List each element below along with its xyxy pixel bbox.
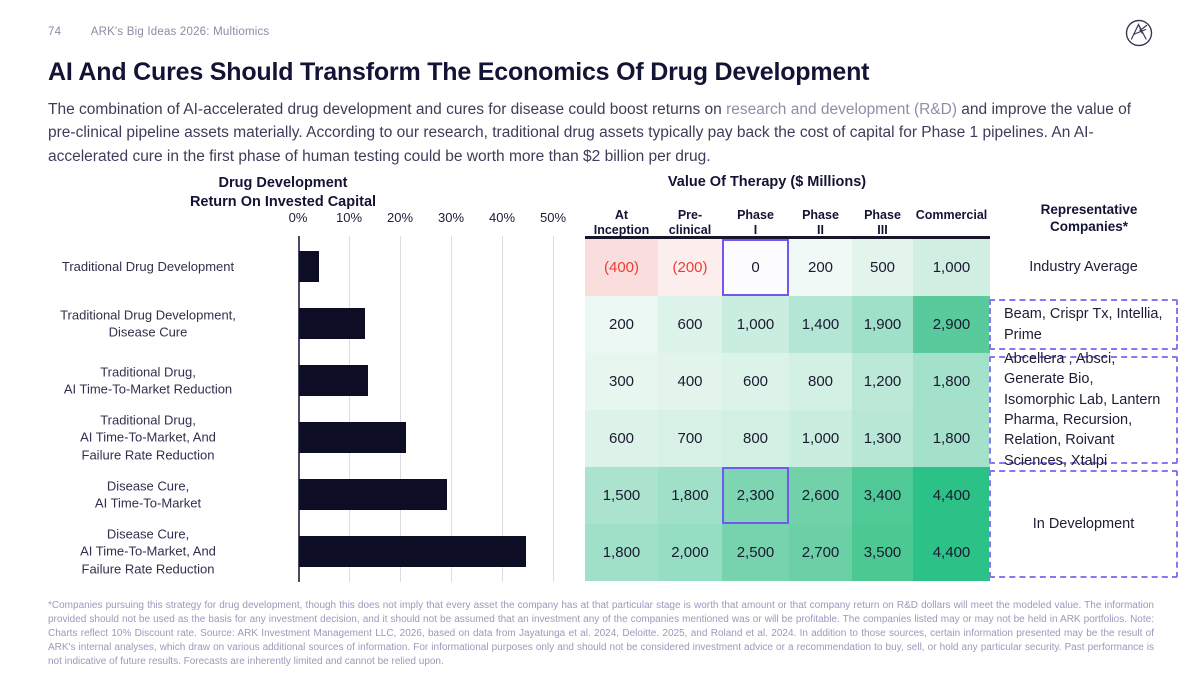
- axis-tick: 0%: [288, 210, 308, 225]
- bar-label: Traditional Drug Development: [61, 258, 235, 274]
- gridline: [502, 236, 503, 582]
- value-cell: 1,800: [913, 410, 990, 467]
- value-cell: (400): [585, 239, 658, 296]
- value-cell: 1,400: [789, 296, 852, 353]
- page-number: 74: [48, 26, 62, 38]
- deck-title: ARK's Big Ideas 2026: Multiomics: [90, 26, 270, 38]
- value-cell: 800: [722, 410, 789, 467]
- disclaimer: *Companies pursuing this strategy for dr…: [48, 600, 1154, 667]
- value-cell: 300: [585, 353, 658, 410]
- value-cell: 4,400: [913, 467, 990, 524]
- value-cell: 3,400: [852, 467, 913, 524]
- header-rule: [585, 236, 990, 239]
- subtitle-text-post: and improve the value of pre-clinical pi…: [48, 101, 1132, 165]
- column-header: Phase III: [864, 208, 901, 237]
- value-cell: 1,800: [913, 353, 990, 410]
- value-cell: 600: [722, 353, 789, 410]
- gridline: [451, 236, 452, 582]
- value-cell: 2,000: [658, 524, 722, 581]
- value-cell: 1,200: [852, 353, 913, 410]
- gridline: [553, 236, 554, 582]
- column-header: At Inception: [593, 208, 650, 237]
- value-cell: 2,500: [722, 524, 789, 581]
- value-cell: 0: [722, 239, 789, 296]
- breadcrumb: 74 ARK's Big Ideas 2026: Multiomics: [48, 26, 269, 38]
- axis-tick: 50%: [539, 210, 567, 225]
- subtitle: The combination of AI-accelerated drug d…: [48, 98, 1156, 168]
- bar-label: Traditional Drug, AI Time-To-Market Reduc…: [63, 363, 233, 397]
- ark-circle-logo-icon: [1125, 19, 1153, 47]
- value-cell: 1,900: [852, 296, 913, 353]
- roic-bar-chart: Drug Development Return On Invested Capi…: [48, 172, 583, 584]
- value-cell: 2,900: [913, 296, 990, 353]
- column-header: Phase I: [737, 208, 774, 237]
- company-groups: Industry Average Beam, Crispr Tx, Intelli…: [989, 172, 1180, 584]
- axis-tick: 20%: [386, 210, 414, 225]
- value-cell: 3,500: [852, 524, 913, 581]
- value-cell: 2,600: [789, 467, 852, 524]
- bar-label: Traditional Drug, AI Time-To-Market, And F…: [80, 412, 216, 463]
- bar-label: Disease Cure, AI Time-To-Market, And Failu…: [80, 526, 216, 577]
- chart-row: Traditional Drug, AI Time-To-Market, And F…: [48, 409, 583, 466]
- value-cell: 700: [658, 410, 722, 467]
- value-cell: 1,500: [585, 467, 658, 524]
- chart-rows: Traditional Drug Development Traditional …: [48, 238, 583, 580]
- gridline: [400, 236, 401, 582]
- value-cell: 500: [852, 239, 913, 296]
- bar: [299, 308, 366, 339]
- column-header: Commercial: [915, 208, 988, 222]
- gridline: [349, 236, 350, 582]
- company-group: Abcellera , Absci, Generate Bio, Isomorp…: [989, 351, 1178, 469]
- value-cell: 600: [658, 296, 722, 353]
- value-cell: 1,000: [789, 410, 852, 467]
- value-cell: 1,800: [585, 524, 658, 581]
- chart-row: Traditional Drug Development: [48, 238, 583, 295]
- bar: [299, 365, 368, 396]
- value-cell: 4,400: [913, 524, 990, 581]
- column-header: Pre-clinical: [668, 208, 712, 237]
- axis-tick: 10%: [335, 210, 363, 225]
- chart-row: Disease Cure, AI Time-To-Market: [48, 466, 583, 523]
- value-cell: 800: [789, 353, 852, 410]
- chart-row: Traditional Drug Development, Disease Cur…: [48, 295, 583, 352]
- bar: [299, 536, 526, 567]
- value-cell: 1,300: [852, 410, 913, 467]
- value-cell: (200): [658, 239, 722, 296]
- value-cell: 600: [585, 410, 658, 467]
- value-cell: 1,800: [658, 467, 722, 524]
- value-table-body: (400) (200) 0 200 500 1,000 200 600 1,000 1,400 1,…: [585, 239, 990, 581]
- axis-line: [298, 236, 300, 582]
- value-of-therapy-table: Value Of Therapy ($ Millions) Representa…: [585, 172, 1185, 584]
- value-cell: 200: [585, 296, 658, 353]
- axis-tick: 30%: [437, 210, 465, 225]
- value-cell: 2,300: [722, 467, 789, 524]
- chart-row: Disease Cure, AI Time-To-Market, And Failu…: [48, 523, 583, 580]
- page-title: AI And Cures Should Transform The Econom…: [48, 58, 870, 86]
- company-group: In Development: [989, 470, 1178, 578]
- company-group: Industry Average: [1029, 259, 1138, 276]
- subtitle-text-pre: The combination of AI-accelerated drug d…: [48, 101, 727, 118]
- column-header: Phase II: [802, 208, 839, 237]
- representative-companies-header: Representative Companies*: [1040, 202, 1138, 234]
- bar: [299, 251, 320, 282]
- company-group: Beam, Crispr Tx, Intellia, Prime: [989, 299, 1178, 350]
- column-headers: At Inception Pre-clinical Phase I Phase II Phas…: [585, 206, 990, 238]
- rd-link[interactable]: research and development (R&D): [726, 101, 957, 118]
- value-cell: 2,700: [789, 524, 852, 581]
- bar-label: Disease Cure, AI Time-To-Market: [94, 477, 202, 511]
- bar: [299, 422, 407, 453]
- bar: [299, 479, 447, 510]
- table-title: Value Of Therapy ($ Millions): [667, 174, 867, 190]
- value-cell: 400: [658, 353, 722, 410]
- chart-grid: [48, 236, 583, 582]
- value-cell: 1,000: [913, 239, 990, 296]
- chart-title: Drug Development Return On Invested Capi…: [189, 175, 377, 210]
- chart-row: Traditional Drug, AI Time-To-Market Reduc…: [48, 352, 583, 409]
- axis-tick: 40%: [488, 210, 516, 225]
- bar-label: Traditional Drug Development, Disease Cur…: [60, 306, 236, 340]
- value-cell: 200: [789, 239, 852, 296]
- value-cell: 1,000: [722, 296, 789, 353]
